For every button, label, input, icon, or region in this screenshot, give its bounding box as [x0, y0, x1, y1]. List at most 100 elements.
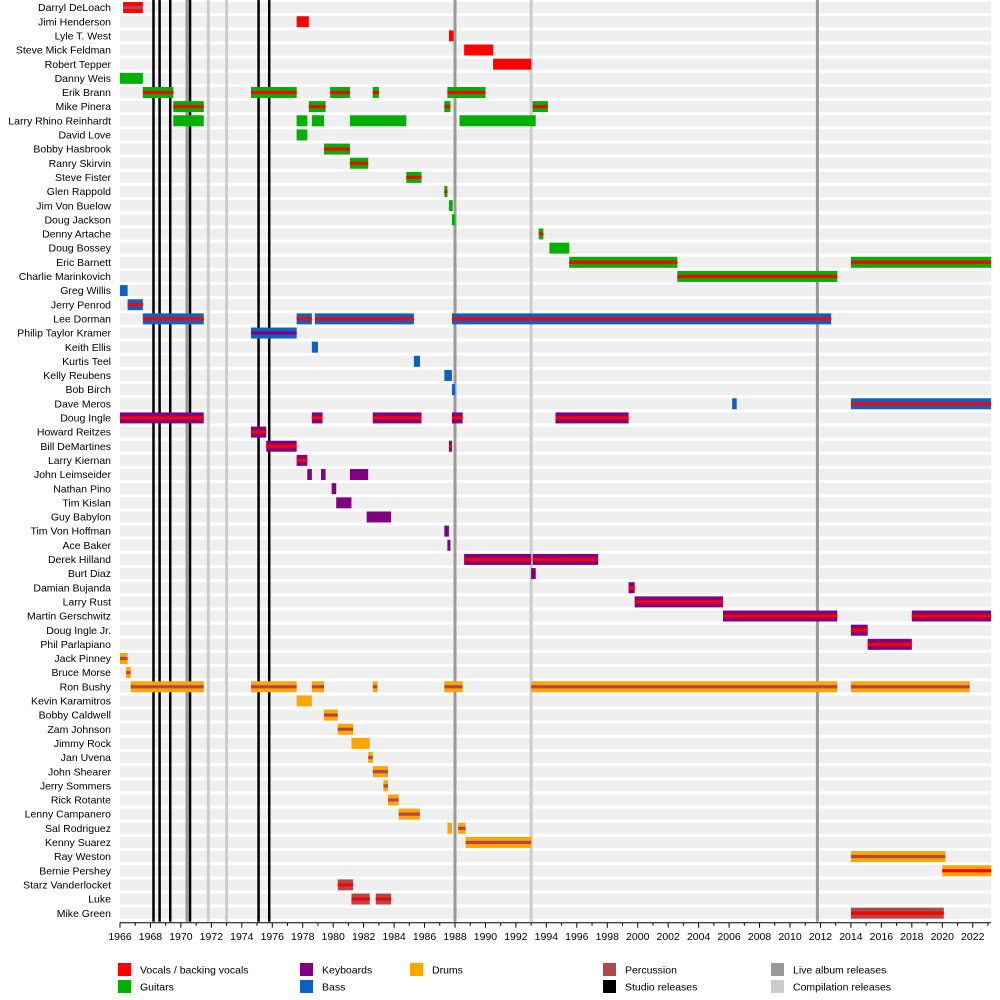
vocals-bar: [493, 58, 532, 70]
member-label: Starz Vanderlocket: [23, 879, 111, 891]
legend: Vocals / backing vocals Guitars Keyboards B…: [118, 963, 891, 994]
vocals-bar: [296, 16, 309, 28]
member-label: Doug Ingle Jr.: [46, 625, 111, 637]
member-label: Keith Ellis: [65, 342, 111, 354]
member-label: Steve Mick Feldman: [16, 45, 111, 57]
compilation-legend-swatch: [771, 980, 784, 993]
row-background: [120, 851, 991, 863]
member-label: Kurtis Teel: [62, 356, 111, 368]
member-label: Jimi Henderson: [38, 16, 111, 28]
bass-bar: [311, 341, 318, 353]
vocals-stripe: [850, 911, 944, 915]
drums-legend-swatch: [410, 963, 423, 976]
member-label: Kelly Reubens: [43, 370, 111, 382]
row-background: [120, 709, 991, 721]
member-label: Zam Johnson: [47, 724, 111, 736]
drums-bar: [447, 822, 452, 834]
vocals-stripe: [173, 105, 204, 109]
x-tick-label: 1968: [139, 931, 163, 943]
guitars-bar: [549, 242, 570, 254]
member-label: Larry Kiernan: [48, 455, 111, 467]
percussion-stripe: [465, 840, 532, 845]
member-label: Damian Bujanda: [33, 582, 111, 594]
bass-bar: [444, 369, 452, 381]
x-tick-label: 2000: [626, 931, 650, 943]
drums-legend-label: Drums: [432, 965, 463, 977]
guitars-bar: [349, 115, 407, 127]
row-background: [120, 440, 991, 452]
vocals-stripe: [942, 869, 991, 873]
row-background: [120, 101, 991, 113]
vocals-stripe: [351, 897, 370, 901]
vocals-stripe: [406, 175, 422, 179]
member-label: Ray Weston: [54, 851, 111, 863]
vocals-stripe: [308, 105, 326, 109]
row-background: [120, 214, 991, 226]
member-bars: [120, 2, 991, 919]
member-label: Bobby Hasbrook: [33, 144, 111, 156]
percussion-stripe: [130, 685, 204, 689]
vocals-stripe: [311, 416, 323, 420]
percussion-stripe: [120, 656, 128, 661]
row-background: [120, 483, 991, 495]
row-background: [120, 525, 991, 537]
x-tick-label: 2006: [717, 931, 741, 943]
row-background: [120, 16, 991, 28]
row-background: [120, 115, 991, 127]
keyboards-legend-swatch: [300, 963, 313, 976]
keyboards-bar: [321, 469, 326, 481]
vocals-stripe: [324, 147, 350, 151]
keyboards-bar: [349, 469, 369, 481]
percussion-stripe: [383, 784, 388, 788]
member-label: David Love: [58, 130, 111, 142]
row-background: [120, 299, 991, 311]
row-background: [120, 270, 991, 282]
vocals-stripe: [867, 642, 912, 646]
drums-bar: [296, 695, 312, 707]
member-label: Kenny Suarez: [45, 837, 111, 849]
vocals-stripe: [447, 90, 486, 95]
member-label: Mike Pinera: [56, 101, 112, 113]
member-label: Jack Pinney: [54, 653, 111, 665]
percussion-stripe: [850, 685, 970, 689]
row-background: [120, 652, 991, 664]
member-label: Jan Uvena: [61, 752, 111, 764]
percussion-stripe: [388, 798, 399, 802]
member-label: Denny Artache: [42, 229, 111, 241]
row-background: [120, 129, 991, 141]
row-background: [120, 582, 991, 594]
percussion-stripe: [337, 727, 353, 731]
vocals-stripe: [444, 105, 451, 109]
release-lines: [152, 0, 819, 922]
member-label: Tim Von Hoffman: [30, 526, 111, 538]
row-background: [120, 752, 991, 764]
vocals-stripe: [375, 897, 392, 901]
vocals-stripe: [127, 303, 143, 307]
percussion-stripe: [850, 854, 946, 859]
percussion-stripe: [368, 755, 373, 760]
row-background: [120, 766, 991, 778]
bass-legend-label: Bass: [322, 982, 345, 994]
member-label: Mike Green: [57, 908, 111, 920]
row-background: [120, 624, 991, 636]
guitars-bar: [311, 115, 325, 127]
row-background: [120, 285, 991, 297]
x-tick-label: 2016: [870, 931, 894, 943]
x-tick-label: 1988: [443, 931, 467, 943]
row-background: [120, 865, 991, 877]
vocals-stripe: [634, 600, 723, 604]
row-background: [120, 822, 991, 834]
x-tick-label: 2020: [931, 931, 955, 943]
x-tick-label: 2012: [809, 931, 833, 943]
member-label: Burt Diaz: [68, 568, 111, 580]
vocals-stripe: [464, 557, 532, 562]
x-tick-label: 1978: [291, 931, 315, 943]
x-tick-label: 1990: [474, 931, 498, 943]
row-background: [120, 157, 991, 169]
member-label: Jimmy Rock: [54, 738, 112, 750]
member-label: Doug Ingle: [60, 413, 111, 425]
x-tick-label: 1976: [261, 931, 285, 943]
member-label: Steve Fister: [55, 172, 112, 184]
member-label: Jerry Sommers: [40, 780, 111, 792]
row-background: [120, 327, 991, 339]
